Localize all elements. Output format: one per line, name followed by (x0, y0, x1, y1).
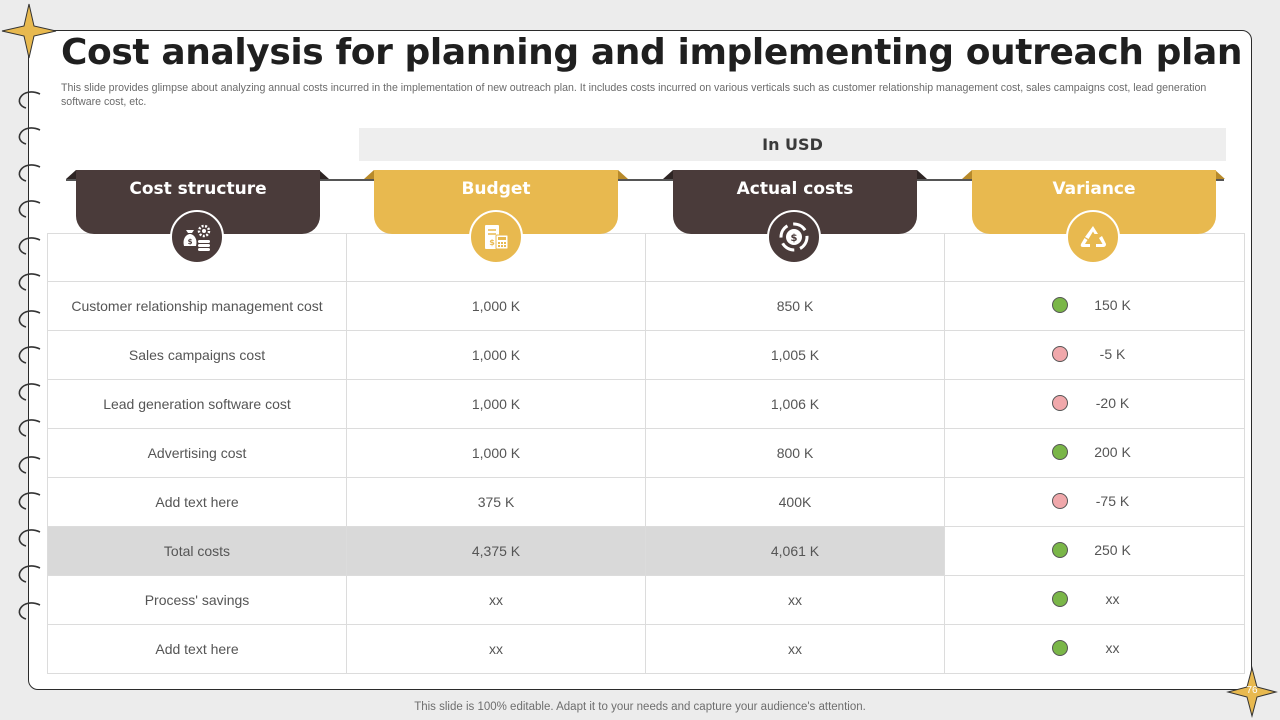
header-tab-fold (66, 170, 76, 179)
dollar-cycle-icon: $ (767, 210, 821, 264)
table-row: Add text here 375 K 400K -75 K (47, 477, 1245, 527)
cost-item-cell: Add text here (47, 477, 347, 527)
svg-text:$: $ (188, 238, 193, 246)
spiral-ring (18, 237, 41, 255)
cost-item-cell: Sales campaigns cost (47, 330, 347, 380)
budget-cell: 1,000 K (346, 428, 646, 478)
actual-cell: 800 K (645, 428, 945, 478)
budget-cell: xx (346, 575, 646, 625)
variance-value: xx (1105, 590, 1120, 607)
icon-row (47, 233, 1245, 282)
spiral-ring (18, 456, 41, 474)
budget-cell: 1,000 K (346, 379, 646, 429)
footer-note: This slide is 100% editable. Adapt it to… (414, 701, 866, 713)
budget-cell: 4,375 K (346, 526, 646, 576)
actual-cell: 850 K (645, 281, 945, 331)
header-tab-fold (663, 170, 673, 179)
spiral-ring (18, 200, 41, 218)
table-row: Sales campaigns cost 1,000 K 1,005 K -5 … (47, 330, 1245, 380)
spiral-ring (18, 492, 41, 510)
spiral-ring (18, 419, 41, 437)
variance-cell: xx (944, 624, 1245, 674)
variance-value: -20 K (1095, 394, 1130, 411)
star-decoration-bottom-right (1226, 666, 1278, 718)
table-row: Advertising cost 1,000 K 800 K 200 K (47, 428, 1245, 478)
spiral-ring (18, 529, 41, 547)
spiral-ring (18, 310, 41, 328)
variance-value: xx (1105, 639, 1120, 656)
variance-cell: -75 K (944, 477, 1245, 527)
budget-cell: 375 K (346, 477, 646, 527)
variance-cell: 200 K (944, 428, 1245, 478)
spiral-ring (18, 383, 41, 401)
table-row-total: Total costs 4,375 K 4,061 K 250 K (47, 526, 1245, 576)
slide-subtitle: This slide provides glimpse about analyz… (61, 82, 1207, 108)
status-dot-green (1051, 443, 1068, 460)
spiral-ring (18, 164, 41, 182)
header-tab-fold (962, 170, 972, 179)
spiral-ring (18, 602, 41, 620)
cost-table: Customer relationship management cost 1,… (47, 233, 1245, 674)
actual-cell: 4,061 K (645, 526, 945, 576)
spiral-ring (18, 565, 41, 583)
variance-cell: 250 K (944, 526, 1245, 576)
svg-text:$: $ (489, 238, 495, 247)
budget-cell: xx (346, 624, 646, 674)
actual-cell: xx (645, 624, 945, 674)
actual-cell: 400K (645, 477, 945, 527)
variance-cell: -5 K (944, 330, 1245, 380)
spiral-ring (18, 273, 41, 291)
svg-text:$: $ (791, 233, 798, 244)
star-decoration-top-left (1, 3, 57, 59)
variance-value: 150 K (1094, 296, 1131, 313)
variance-cell: xx (944, 575, 1245, 625)
status-dot-green (1051, 541, 1068, 558)
spiral-ring (18, 91, 41, 109)
actual-cell: xx (645, 575, 945, 625)
recycle-triangle-icon (1066, 210, 1120, 264)
variance-cell: -20 K (944, 379, 1245, 429)
budget-cell: 1,000 K (346, 330, 646, 380)
status-dot-green (1051, 590, 1068, 607)
actual-cell: 1,005 K (645, 330, 945, 380)
cost-item-cell: Customer relationship management cost (47, 281, 347, 331)
header-tab-fold (319, 170, 329, 179)
currency-label: In USD (359, 128, 1226, 161)
cost-item-cell: Process' savings (47, 575, 347, 625)
money-bag-gear-icon: $ (170, 210, 224, 264)
cost-item-cell: Lead generation software cost (47, 379, 347, 429)
calculator-document-icon: $ (469, 210, 523, 264)
cost-item-cell: Add text here (47, 624, 347, 674)
table-row: Customer relationship management cost 1,… (47, 281, 1245, 331)
header-tab-fold (364, 170, 374, 179)
status-dot-red (1051, 345, 1068, 362)
variance-value: -75 K (1095, 492, 1130, 509)
budget-cell: 1,000 K (346, 281, 646, 331)
variance-value: 250 K (1094, 541, 1131, 558)
variance-value: 200 K (1094, 443, 1131, 460)
status-dot-red (1051, 492, 1068, 509)
cost-item-cell: Advertising cost (47, 428, 347, 478)
page-number: 76 (1246, 685, 1258, 696)
spiral-ring (18, 346, 41, 364)
header-tab-fold (618, 170, 628, 179)
status-dot-green (1051, 639, 1068, 656)
table-row: Lead generation software cost 1,000 K 1,… (47, 379, 1245, 429)
header-divider-line (66, 179, 1224, 181)
status-dot-green (1051, 296, 1068, 313)
cost-item-cell: Total costs (47, 526, 347, 576)
spiral-ring (18, 127, 41, 145)
actual-cell: 1,006 K (645, 379, 945, 429)
slide-title: Cost analysis for planning and implement… (61, 32, 1243, 73)
table-row: Process' savings xx xx xx (47, 575, 1245, 625)
status-dot-red (1051, 394, 1068, 411)
variance-cell: 150 K (944, 281, 1245, 331)
header-tab-fold (917, 170, 927, 179)
header-tab-fold (1215, 170, 1225, 179)
table-row: Add text here xx xx xx (47, 624, 1245, 674)
variance-value: -5 K (1099, 345, 1126, 362)
spiral-binding (18, 91, 41, 620)
